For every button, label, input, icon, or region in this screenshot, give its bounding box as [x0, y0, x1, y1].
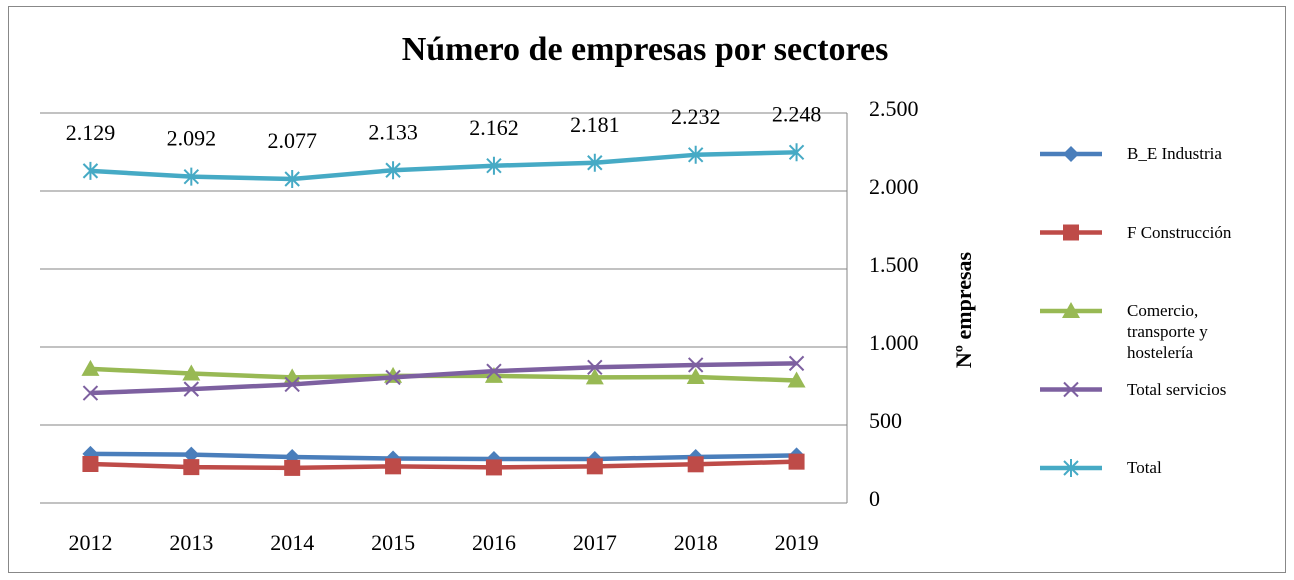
- marker: [81, 359, 100, 376]
- marker: [586, 458, 603, 475]
- legend-label: F Construcción: [1127, 222, 1232, 242]
- series-line: [90, 459, 797, 471]
- data-label: 2.232: [671, 104, 721, 129]
- marker: [182, 364, 201, 381]
- marker: [687, 145, 704, 164]
- marker: [787, 371, 806, 388]
- series-line: [90, 451, 797, 462]
- marker: [82, 456, 99, 472]
- marker: [486, 363, 502, 379]
- marker: [1063, 459, 1079, 477]
- x-tick-label: 2013: [169, 530, 213, 555]
- marker: [1063, 224, 1079, 241]
- x-tick-label: 2016: [472, 530, 516, 555]
- chart-title: Número de empresas por sectores: [402, 31, 889, 68]
- x-tick-label: 2018: [674, 530, 718, 555]
- y-tick-label: 0: [869, 486, 880, 511]
- data-label: 2.181: [570, 112, 620, 137]
- marker: [486, 156, 502, 175]
- data-label: 2.129: [66, 120, 116, 145]
- marker: [788, 355, 805, 372]
- marker: [686, 367, 705, 384]
- legend-label: Comercio, transporte y hostelería: [1127, 301, 1208, 362]
- marker: [385, 458, 402, 475]
- marker: [82, 385, 99, 401]
- legend-label: B_E Industria: [1127, 144, 1222, 163]
- data-label: 2.133: [368, 119, 418, 144]
- y-tick-label: 2.000: [869, 174, 919, 199]
- marker: [284, 376, 300, 393]
- legend-label: Total: [1127, 458, 1162, 477]
- x-tick-label: 2012: [68, 530, 112, 555]
- data-label: 2.092: [167, 126, 217, 151]
- marker: [687, 456, 704, 473]
- marker: [484, 366, 503, 383]
- marker: [587, 359, 603, 375]
- marker: [585, 368, 604, 385]
- y-tick-label: 1.500: [869, 252, 919, 277]
- marker: [284, 459, 301, 476]
- y-tick-label: 1.000: [869, 330, 919, 355]
- y-tick-label: 500: [869, 408, 902, 433]
- marker: [183, 167, 200, 186]
- marker: [587, 153, 603, 172]
- marker: [385, 161, 401, 180]
- data-label: 2.077: [267, 128, 317, 153]
- x-tick-label: 2015: [371, 530, 415, 555]
- marker: [1062, 302, 1080, 318]
- data-label: 2.162: [469, 115, 519, 140]
- marker: [1063, 146, 1079, 162]
- x-tick-label: 2019: [775, 530, 819, 555]
- marker: [183, 446, 200, 463]
- marker: [183, 381, 200, 397]
- series-line: [90, 361, 797, 396]
- y-tick-label: 2.500: [869, 96, 919, 121]
- series-line: [90, 150, 797, 182]
- marker: [385, 369, 401, 386]
- marker: [687, 357, 704, 373]
- marker: [284, 169, 300, 188]
- marker: [485, 459, 502, 476]
- legend-label: Total servicios: [1127, 379, 1227, 399]
- data-label: 2.248: [772, 101, 822, 126]
- x-tick-label: 2014: [270, 530, 314, 555]
- marker: [183, 459, 200, 476]
- marker: [1063, 381, 1079, 398]
- chart-border: [8, 6, 1286, 573]
- marker: [788, 143, 805, 162]
- marker: [82, 161, 99, 180]
- marker: [788, 453, 805, 470]
- y-axis-label: Nº empresas: [951, 251, 976, 368]
- x-tick-label: 2017: [573, 530, 617, 555]
